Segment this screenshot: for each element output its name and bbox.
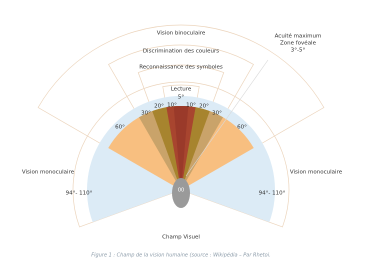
footer-label: Champ Visuel: [162, 235, 200, 241]
visual-field-diagram: 00 Vision binoculaire Discrimination des…: [0, 0, 366, 260]
label: 94°- 110°: [259, 191, 286, 197]
label: Vision monoculaire: [290, 170, 343, 176]
label: Vision monoculaire: [22, 170, 75, 176]
eyes: 00: [178, 188, 184, 194]
label: 30°: [212, 111, 222, 117]
label: 94°- 110°: [66, 191, 93, 197]
label: Acuité maximum: [275, 33, 322, 40]
caption: Figure 1 : Champ de la vision humaine (s…: [91, 252, 270, 259]
label: 60°: [237, 125, 247, 131]
label: Zone fovéale: [280, 40, 317, 47]
label: Vision binoculaire: [157, 31, 206, 37]
label: Lecture: [171, 87, 192, 93]
label: 20°: [199, 104, 209, 110]
label: Discrimination des couleurs: [143, 49, 219, 55]
label: 5°: [178, 95, 184, 101]
label: 10°: [167, 103, 177, 109]
label: 3°-5°: [291, 48, 306, 54]
label: 10°: [186, 103, 196, 109]
label: 60°: [115, 125, 125, 131]
label: Reconnaissance des symboles: [139, 65, 223, 71]
label: 20°: [154, 104, 164, 110]
page: {"diagram": { "labels": { "binocular": "…: [0, 0, 366, 260]
label: 30°: [141, 111, 151, 117]
